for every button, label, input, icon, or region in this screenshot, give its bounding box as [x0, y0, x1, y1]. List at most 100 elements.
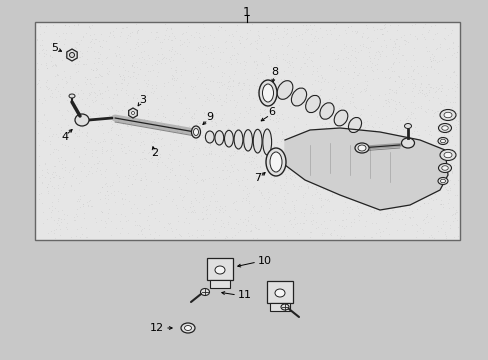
- Point: [387, 47, 395, 53]
- Point: [86, 39, 94, 45]
- Point: [219, 209, 227, 215]
- Point: [453, 118, 461, 123]
- Point: [341, 64, 348, 69]
- Point: [198, 80, 205, 86]
- Point: [154, 179, 162, 185]
- Point: [189, 207, 197, 213]
- Point: [408, 99, 416, 105]
- Point: [361, 127, 369, 133]
- Point: [94, 59, 102, 64]
- Point: [390, 181, 398, 186]
- Point: [94, 140, 102, 146]
- Point: [441, 72, 448, 77]
- Point: [242, 60, 249, 66]
- Point: [138, 41, 145, 47]
- Point: [74, 22, 81, 28]
- Point: [207, 150, 215, 156]
- Point: [153, 149, 161, 154]
- Point: [113, 91, 121, 96]
- Point: [211, 198, 219, 204]
- Point: [257, 124, 265, 130]
- Point: [46, 93, 54, 99]
- Point: [285, 171, 293, 176]
- Point: [205, 90, 213, 96]
- Point: [358, 170, 366, 175]
- Point: [425, 97, 432, 103]
- Point: [72, 45, 80, 51]
- Point: [198, 215, 206, 221]
- Point: [200, 92, 208, 98]
- Point: [314, 95, 322, 100]
- Point: [104, 112, 112, 117]
- Point: [118, 85, 126, 91]
- Point: [145, 55, 153, 61]
- Point: [198, 48, 206, 54]
- Point: [253, 97, 261, 103]
- Point: [226, 153, 234, 159]
- Point: [190, 34, 198, 40]
- Point: [92, 97, 100, 103]
- Point: [132, 162, 140, 168]
- Point: [291, 128, 299, 134]
- Point: [369, 207, 377, 212]
- Point: [43, 65, 51, 71]
- Point: [70, 23, 78, 28]
- Point: [264, 215, 271, 221]
- Point: [33, 37, 41, 42]
- Point: [387, 215, 395, 220]
- Point: [409, 149, 417, 155]
- Point: [227, 31, 235, 37]
- Point: [426, 140, 434, 146]
- Point: [105, 68, 113, 74]
- Point: [148, 67, 156, 72]
- Point: [206, 113, 214, 118]
- Point: [145, 158, 153, 164]
- Point: [254, 70, 262, 76]
- Point: [52, 94, 60, 100]
- Point: [358, 127, 366, 133]
- Point: [252, 75, 260, 81]
- Point: [58, 161, 66, 167]
- Point: [88, 84, 96, 90]
- Point: [200, 74, 207, 80]
- Point: [150, 118, 158, 124]
- Point: [345, 145, 352, 151]
- Point: [351, 150, 359, 156]
- Point: [63, 47, 71, 53]
- Point: [127, 210, 135, 216]
- Point: [166, 26, 174, 32]
- Point: [315, 87, 323, 93]
- Point: [73, 134, 81, 139]
- Point: [80, 113, 87, 119]
- Point: [420, 36, 427, 42]
- Point: [419, 216, 427, 222]
- Point: [171, 172, 179, 178]
- Point: [191, 189, 199, 195]
- Text: 2: 2: [151, 148, 158, 158]
- Point: [60, 216, 67, 222]
- Point: [435, 85, 443, 91]
- Text: 10: 10: [258, 256, 271, 266]
- Point: [102, 66, 110, 71]
- Point: [116, 54, 123, 60]
- Point: [165, 166, 173, 172]
- Point: [341, 170, 349, 176]
- Point: [436, 82, 444, 88]
- Point: [292, 220, 300, 226]
- Point: [130, 69, 138, 75]
- Point: [266, 150, 274, 156]
- Point: [171, 48, 179, 53]
- Point: [172, 77, 180, 83]
- Point: [348, 129, 356, 134]
- Point: [98, 209, 106, 215]
- Point: [233, 135, 241, 141]
- Point: [245, 106, 253, 112]
- Point: [260, 179, 267, 185]
- Point: [230, 71, 238, 77]
- Point: [310, 130, 318, 135]
- Point: [118, 195, 126, 201]
- Point: [362, 118, 370, 124]
- Point: [62, 80, 70, 86]
- Point: [264, 194, 272, 199]
- Point: [387, 205, 395, 211]
